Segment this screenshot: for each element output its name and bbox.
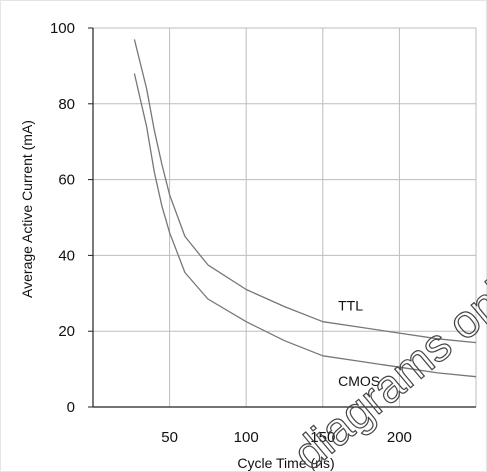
grid-lines — [93, 27, 477, 407]
series-label-cmos: CMOS — [338, 373, 380, 389]
axes — [88, 27, 476, 408]
x-tick-label-200: 200 — [387, 429, 412, 446]
y-tick-label-20: 20 — [58, 323, 75, 340]
series-line-ttl — [133, 39, 477, 344]
y-tick-label-100: 100 — [50, 20, 75, 37]
watermark-text: diagrams only — [283, 256, 487, 472]
y-axis-title: Average Active Current (mA) — [19, 120, 35, 298]
series-label-ttl: TTL — [338, 297, 363, 313]
y-tick-label-60: 60 — [58, 172, 75, 189]
y-tick-label-0: 0 — [67, 399, 75, 416]
series-lines — [133, 39, 477, 378]
x-tick-label-100: 100 — [234, 429, 259, 446]
x-axis-title: Cycle Time (ns) — [237, 455, 334, 471]
series-line-cmos — [133, 73, 477, 378]
y-tick-label-40: 40 — [58, 247, 75, 264]
y-tick-label-80: 80 — [58, 96, 75, 113]
x-tick-label-50: 50 — [161, 429, 178, 446]
x-tick-label-150: 150 — [310, 429, 335, 446]
tick-labels: 0 20 40 60 80 100 50 100 150 200 TTL CMOS — [50, 20, 412, 446]
